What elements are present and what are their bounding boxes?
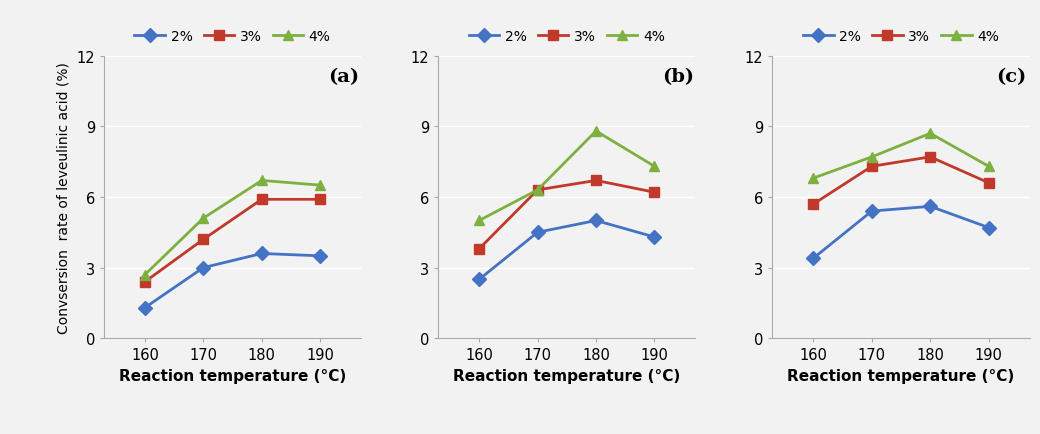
- Text: (c): (c): [996, 68, 1026, 85]
- Legend: 2%, 3%, 4%: 2%, 3%, 4%: [469, 30, 665, 44]
- X-axis label: Reaction temperature (°C): Reaction temperature (°C): [119, 368, 346, 383]
- Text: (b): (b): [661, 68, 694, 85]
- Text: (a): (a): [328, 68, 359, 85]
- Legend: 2%, 3%, 4%: 2%, 3%, 4%: [134, 30, 331, 44]
- X-axis label: Reaction temperature (°C): Reaction temperature (°C): [787, 368, 1015, 383]
- Y-axis label: Convsersion  rate of leveulinic acid (%): Convsersion rate of leveulinic acid (%): [57, 62, 71, 333]
- X-axis label: Reaction temperature (°C): Reaction temperature (°C): [453, 368, 680, 383]
- Legend: 2%, 3%, 4%: 2%, 3%, 4%: [803, 30, 999, 44]
